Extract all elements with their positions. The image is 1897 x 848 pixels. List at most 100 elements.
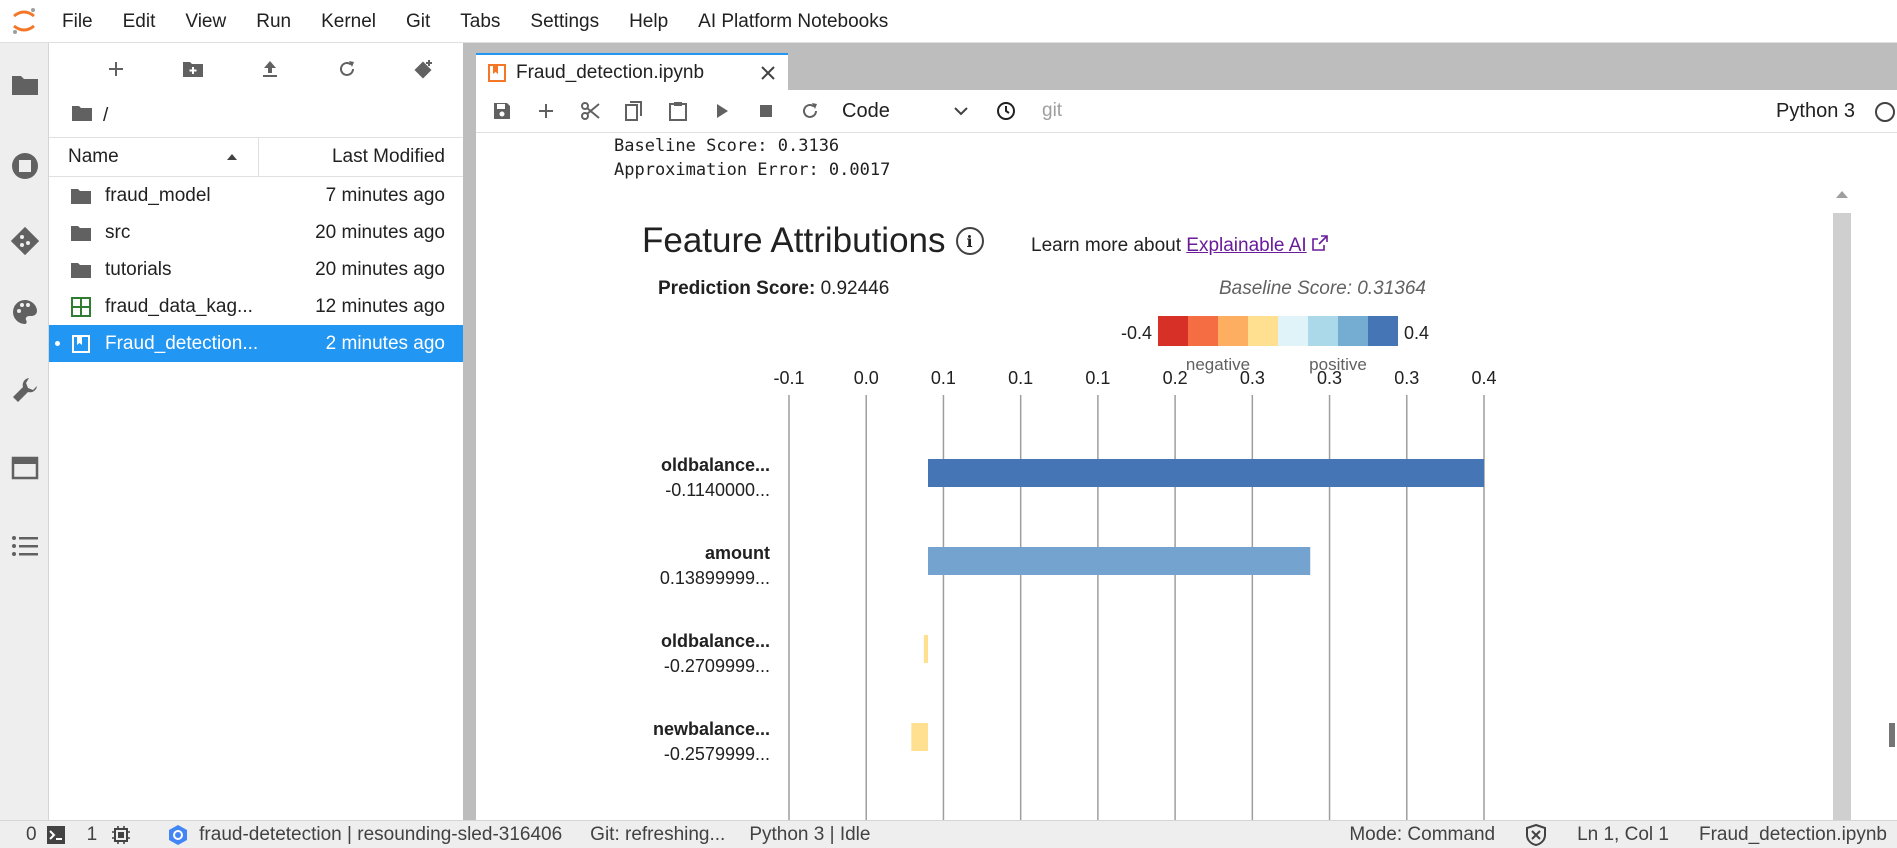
kernel-status-icon bbox=[1875, 102, 1895, 122]
scrollbar-thumb[interactable] bbox=[1889, 723, 1895, 747]
mode-indicator[interactable]: Mode: Command bbox=[1349, 823, 1496, 845]
git-label[interactable]: git bbox=[1042, 100, 1063, 121]
kernel-name[interactable]: Python 3 bbox=[1776, 100, 1855, 122]
interrupt-button[interactable] bbox=[744, 91, 788, 131]
menu-settings[interactable]: Settings bbox=[530, 10, 600, 32]
spreadsheet-icon bbox=[63, 296, 99, 317]
breadcrumb-root[interactable]: / bbox=[103, 105, 109, 126]
insert-cell-button[interactable] bbox=[524, 91, 568, 131]
menu-view[interactable]: View bbox=[185, 10, 227, 32]
menu-edit[interactable]: Edit bbox=[122, 10, 156, 32]
terminal-count[interactable]: 0 bbox=[26, 823, 37, 845]
menu-help[interactable]: Help bbox=[629, 10, 669, 32]
git-status[interactable]: Git: refreshing... bbox=[590, 823, 726, 845]
refresh-button[interactable] bbox=[309, 49, 386, 89]
feature-name-label: oldbalance... bbox=[661, 631, 770, 651]
trust-icon[interactable] bbox=[1525, 823, 1547, 846]
legend-swatch bbox=[1158, 316, 1188, 346]
stop-icon bbox=[760, 105, 772, 117]
upload-icon bbox=[263, 61, 277, 77]
clock-button[interactable] bbox=[984, 91, 1028, 131]
copy-button[interactable] bbox=[612, 91, 656, 131]
breadcrumb: / bbox=[49, 95, 463, 137]
save-icon bbox=[494, 103, 510, 119]
cell-type-select[interactable]: Code bbox=[842, 100, 968, 123]
wrench-icon[interactable] bbox=[0, 365, 49, 415]
notebook-icon bbox=[63, 334, 99, 353]
legend-negative-label: negative bbox=[1186, 355, 1250, 374]
x-tick-label: 0.3 bbox=[1394, 368, 1419, 388]
file-row[interactable]: src 20 minutes ago bbox=[49, 214, 463, 251]
running-dot-icon bbox=[55, 341, 60, 346]
widget-scrollbar[interactable] bbox=[1833, 133, 1851, 820]
kernel-count[interactable]: 1 bbox=[86, 823, 98, 845]
file-modified: 7 minutes ago bbox=[325, 184, 445, 206]
legend-swatch bbox=[1188, 316, 1218, 346]
upload-button[interactable] bbox=[231, 49, 308, 89]
menu-git[interactable]: Git bbox=[406, 10, 431, 32]
x-tick-label: -0.1 bbox=[773, 368, 804, 388]
cursor-position[interactable]: Ln 1, Col 1 bbox=[1577, 823, 1669, 845]
feature-value-label: -0.2709999... bbox=[664, 656, 770, 676]
cut-button[interactable] bbox=[568, 91, 612, 131]
git-icon[interactable] bbox=[0, 216, 49, 266]
menu-ai-platform-notebooks[interactable]: AI Platform Notebooks bbox=[698, 10, 889, 32]
scroll-up-icon[interactable] bbox=[1836, 191, 1848, 198]
output-scrollbar[interactable] bbox=[1887, 133, 1897, 820]
cpu-icon bbox=[111, 825, 131, 845]
attribution-chart: -0.4 0.4 negative positive -0.1 0.0 0.1 0.1 0.1 0… bbox=[653, 316, 1497, 820]
column-modified-header[interactable]: Last Modified bbox=[331, 146, 445, 167]
gcp-icon bbox=[167, 824, 189, 846]
tab-title: Fraud_detection.ipynb bbox=[516, 61, 705, 83]
palette-icon[interactable] bbox=[0, 287, 49, 337]
kernel-status[interactable]: Python 3 | Idle bbox=[749, 823, 871, 845]
menu-run[interactable]: Run bbox=[256, 10, 292, 32]
legend-swatch bbox=[1248, 316, 1278, 346]
sort-up-icon bbox=[227, 154, 237, 160]
restart-button[interactable] bbox=[788, 91, 832, 131]
run-button[interactable] bbox=[700, 91, 744, 131]
attribution-bar bbox=[928, 459, 1484, 487]
info-icon[interactable]: i bbox=[955, 227, 984, 255]
legend-swatch bbox=[1338, 316, 1368, 346]
toc-icon[interactable] bbox=[0, 521, 49, 571]
new-folder-button[interactable] bbox=[154, 49, 231, 89]
jupyter-logo-icon bbox=[0, 0, 47, 43]
file-row[interactable]: tutorials 20 minutes ago bbox=[49, 251, 463, 288]
paste-button[interactable] bbox=[656, 91, 700, 131]
tab-notebook[interactable]: Fraud_detection.ipynb bbox=[476, 53, 788, 90]
running-icon[interactable] bbox=[0, 141, 49, 191]
menu-tabs[interactable]: Tabs bbox=[460, 10, 501, 32]
file-row[interactable]: Fraud_detection... 2 minutes ago bbox=[49, 325, 463, 362]
file-row[interactable]: fraud_model 7 minutes ago bbox=[49, 177, 463, 214]
chevron-down-icon bbox=[954, 106, 968, 115]
tabs-icon[interactable] bbox=[0, 443, 49, 493]
x-tick-label: 0.3 bbox=[1240, 368, 1265, 388]
file-name: src bbox=[105, 221, 131, 243]
folder-icon[interactable] bbox=[0, 60, 49, 110]
project-label[interactable]: fraud-detetection | resounding-sled-3164… bbox=[199, 823, 563, 845]
menu-kernel[interactable]: Kernel bbox=[321, 10, 376, 32]
x-tick-label: 0.1 bbox=[931, 368, 956, 388]
file-row[interactable]: fraud_data_kag... 12 minutes ago bbox=[49, 288, 463, 325]
terminal-icon bbox=[46, 825, 65, 844]
save-button[interactable] bbox=[480, 91, 524, 131]
folder-icon bbox=[63, 187, 99, 205]
new-launcher-button[interactable] bbox=[77, 49, 154, 89]
column-name-header[interactable]: Name bbox=[49, 138, 259, 176]
legend-positive-label: positive bbox=[1309, 355, 1367, 374]
close-icon[interactable] bbox=[748, 65, 788, 80]
file-list-header: Name Last Modified bbox=[49, 137, 463, 177]
scrollbar-track[interactable] bbox=[1833, 213, 1851, 820]
x-tick-label: 0.0 bbox=[854, 368, 879, 388]
menu-file[interactable]: File bbox=[62, 10, 93, 32]
explainable-ai-link[interactable]: Explainable AI bbox=[1186, 235, 1307, 256]
file-browser: / Name Last Modified fraud_model 7 minute… bbox=[49, 43, 464, 820]
paste-icon bbox=[669, 102, 687, 121]
file-browser-toolbar bbox=[49, 43, 463, 95]
feature-name-label: amount bbox=[705, 543, 770, 563]
breadcrumb-home-icon[interactable] bbox=[71, 104, 93, 128]
git-clone-button[interactable] bbox=[386, 49, 463, 89]
feature-value-label: -0.1140000... bbox=[665, 480, 770, 500]
active-file[interactable]: Fraud_detection.ipynb bbox=[1698, 823, 1887, 845]
